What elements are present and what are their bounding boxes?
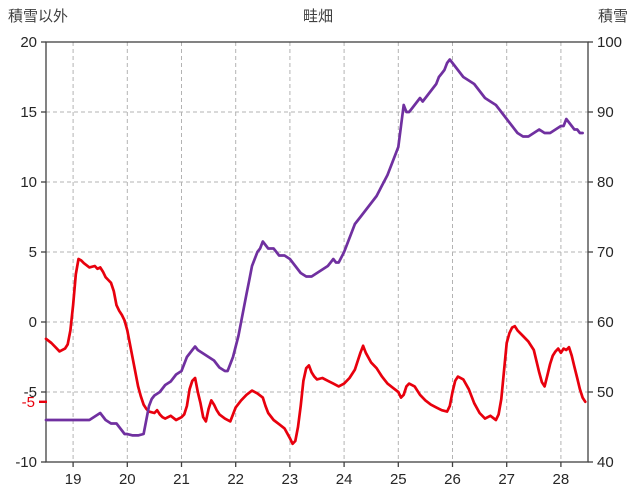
left-tick-label: -10 [15,454,37,471]
x-tick-label: 27 [498,471,515,488]
left-tick-label: 20 [20,34,37,51]
x-tick-label: 21 [173,471,190,488]
left-tick-label: -5 [24,384,37,401]
right-tick-label: 70 [597,244,614,261]
x-tick-label: 23 [282,471,299,488]
series-line-purple [44,58,584,437]
left-tick-label: 15 [20,104,37,121]
x-tick-label: 19 [65,471,82,488]
right-tick-label: 100 [597,34,622,51]
right-tick-label: 50 [597,384,614,401]
right-axis-title: 積雪 [597,8,628,25]
left-axis-title: 積雪以外 [8,8,69,25]
right-tick-label: 80 [597,174,614,191]
x-tick-label: 24 [336,471,353,488]
left-tick-label: 0 [29,314,37,331]
right-tick-label: 60 [597,314,614,331]
series-line-red [44,257,587,446]
left-tick-label: 5 [29,244,37,261]
x-tick-label: 20 [119,471,136,488]
chart-title: 畦畑 [302,8,333,25]
right-tick-label: 40 [597,454,614,471]
x-tick-label: 26 [444,471,461,488]
x-tick-label: 28 [553,471,570,488]
x-tick-label: 25 [390,471,407,488]
x-tick-label: 22 [227,471,244,488]
right-tick-label: 90 [597,104,614,121]
marker-label: -5 [22,394,35,411]
left-tick-label: 10 [20,174,37,191]
